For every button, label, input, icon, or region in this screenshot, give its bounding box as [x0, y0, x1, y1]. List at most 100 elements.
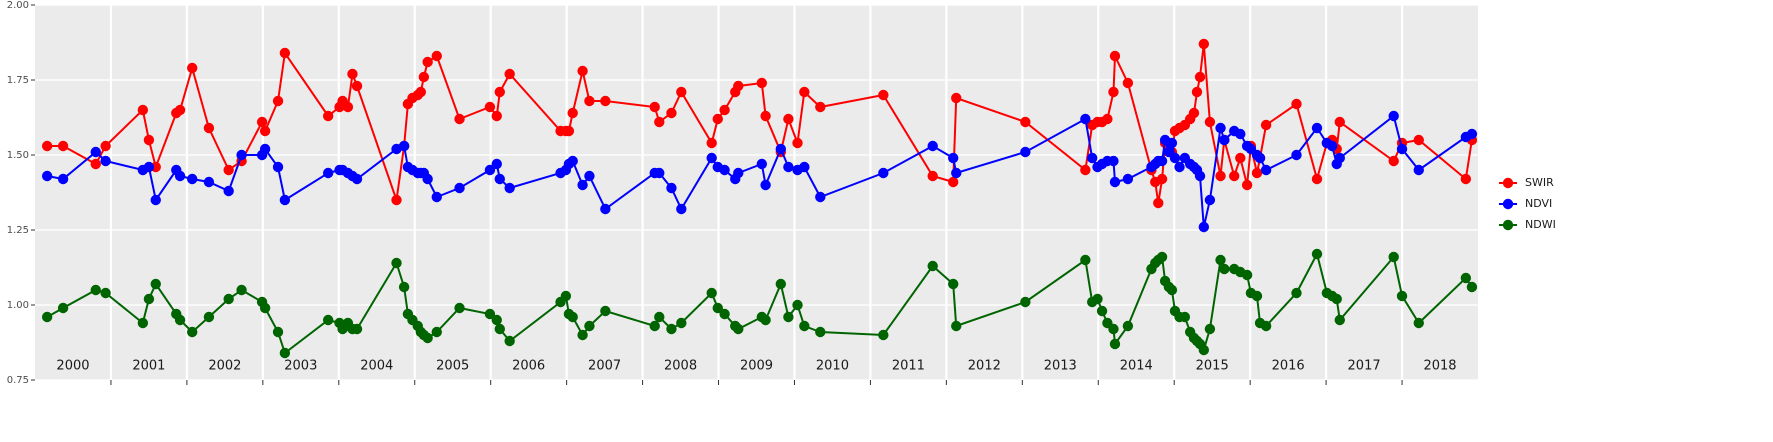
- point: [236, 284, 247, 296]
- point: [666, 323, 677, 335]
- point: [1108, 323, 1119, 335]
- point: [1260, 119, 1272, 131]
- point: [41, 311, 53, 323]
- point: [90, 158, 101, 170]
- point: [1194, 170, 1206, 182]
- year-label: 2001: [132, 359, 165, 374]
- point: [948, 152, 959, 164]
- point: [272, 326, 284, 338]
- point: [174, 104, 186, 116]
- point: [1413, 164, 1424, 176]
- point: [494, 173, 505, 185]
- point: [783, 311, 794, 323]
- point: [927, 140, 938, 152]
- year-label: 2005: [436, 359, 469, 374]
- point: [1215, 170, 1226, 182]
- point: [654, 311, 665, 323]
- point: [1156, 173, 1168, 185]
- point: [100, 287, 111, 299]
- point: [878, 167, 889, 179]
- point: [649, 101, 660, 113]
- point: [1241, 179, 1253, 191]
- point: [223, 293, 234, 305]
- point: [484, 308, 496, 320]
- point: [1334, 152, 1345, 164]
- point: [948, 278, 959, 290]
- legend-label: NDWI: [1525, 218, 1556, 231]
- point: [41, 170, 53, 182]
- point: [760, 110, 771, 122]
- point: [1191, 86, 1203, 98]
- point: [398, 140, 410, 152]
- point: [484, 164, 496, 176]
- point: [1291, 287, 1302, 299]
- point: [1219, 134, 1230, 146]
- point: [491, 314, 502, 326]
- point: [1174, 161, 1185, 173]
- point: [1204, 116, 1216, 128]
- point: [584, 320, 595, 332]
- point: [600, 305, 611, 317]
- point: [799, 320, 810, 332]
- point: [203, 311, 215, 323]
- point: [187, 62, 198, 74]
- point: [494, 323, 505, 335]
- point: [951, 167, 962, 179]
- point: [504, 68, 515, 80]
- point: [143, 134, 155, 146]
- year-label: 2018: [1423, 359, 1456, 374]
- point: [600, 203, 611, 215]
- point: [1334, 314, 1345, 326]
- point: [57, 173, 69, 185]
- point: [654, 116, 665, 128]
- point: [259, 302, 271, 314]
- point: [391, 257, 402, 269]
- point: [90, 146, 101, 158]
- legend-key: [1502, 198, 1514, 210]
- point: [1156, 251, 1168, 263]
- point: [415, 86, 427, 98]
- point: [484, 101, 496, 113]
- point: [1080, 164, 1091, 176]
- point: [775, 278, 787, 290]
- point: [878, 329, 889, 341]
- year-label: 2012: [968, 359, 1001, 374]
- point: [1260, 164, 1272, 176]
- year-label: 2004: [360, 359, 393, 374]
- point: [1109, 176, 1121, 188]
- point: [1122, 77, 1134, 89]
- year-label: 2013: [1044, 359, 1077, 374]
- point: [256, 116, 268, 128]
- point: [1219, 263, 1230, 275]
- point: [1311, 122, 1323, 134]
- point: [1080, 113, 1091, 125]
- year-label: 2014: [1120, 359, 1153, 374]
- point: [223, 164, 234, 176]
- point: [1241, 269, 1253, 281]
- point: [1413, 317, 1424, 329]
- point: [422, 56, 433, 68]
- point: [783, 113, 794, 125]
- point: [1108, 155, 1119, 167]
- point: [150, 278, 161, 290]
- point: [567, 107, 578, 119]
- point: [100, 155, 111, 167]
- point: [322, 167, 334, 179]
- point: [1215, 122, 1226, 134]
- year-label: 2006: [512, 359, 545, 374]
- point: [706, 287, 717, 299]
- point: [1122, 320, 1134, 332]
- point: [1311, 248, 1323, 260]
- point: [1153, 197, 1164, 209]
- point: [792, 299, 803, 311]
- y-tick-label: 0.75: [7, 375, 29, 386]
- point: [223, 185, 234, 197]
- legend-label: SWIR: [1525, 176, 1554, 189]
- point: [1331, 293, 1342, 305]
- point: [491, 110, 502, 122]
- point: [1108, 86, 1119, 98]
- point: [666, 182, 677, 194]
- point: [706, 152, 717, 164]
- point: [279, 347, 291, 359]
